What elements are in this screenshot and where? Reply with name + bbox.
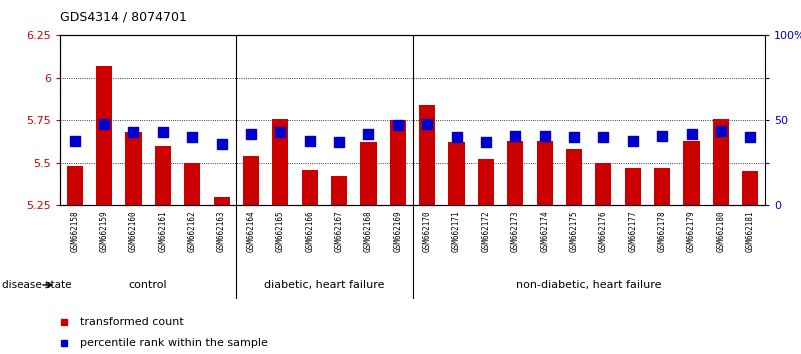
Text: GSM662181: GSM662181	[746, 211, 755, 252]
Bar	[302, 170, 318, 205]
Text: disease state: disease state	[2, 280, 72, 290]
Text: percentile rank within the sample: percentile rank within the sample	[80, 338, 268, 348]
Bar	[184, 163, 200, 205]
Point	[685, 131, 698, 137]
Bar	[537, 141, 553, 205]
Point	[421, 121, 433, 127]
Bar	[683, 141, 699, 205]
Bar	[155, 146, 171, 205]
Point	[509, 133, 521, 138]
Bar	[507, 141, 523, 205]
Bar	[96, 66, 112, 205]
Point	[244, 131, 257, 137]
Bar	[243, 156, 259, 205]
Text: GSM662170: GSM662170	[423, 211, 432, 252]
Point	[156, 130, 169, 135]
Text: GSM662180: GSM662180	[716, 211, 726, 252]
Point	[538, 133, 551, 138]
Text: control: control	[129, 280, 167, 290]
Text: GSM662161: GSM662161	[159, 211, 167, 252]
Point	[215, 141, 228, 147]
Point	[362, 131, 375, 137]
Point	[304, 138, 316, 144]
Point	[714, 128, 727, 133]
Text: GSM662162: GSM662162	[187, 211, 197, 252]
Bar	[713, 119, 729, 205]
Bar	[214, 197, 230, 205]
Text: GSM662168: GSM662168	[364, 211, 373, 252]
Bar	[360, 142, 376, 205]
Bar	[272, 119, 288, 205]
Text: GDS4314 / 8074701: GDS4314 / 8074701	[60, 11, 187, 24]
Text: diabetic, heart failure: diabetic, heart failure	[264, 280, 384, 290]
Point	[186, 135, 199, 140]
Text: GSM662173: GSM662173	[511, 211, 520, 252]
Point	[332, 139, 345, 145]
Point	[480, 139, 493, 145]
Point	[68, 138, 81, 144]
Text: GSM662179: GSM662179	[687, 211, 696, 252]
Text: GSM662177: GSM662177	[628, 211, 638, 252]
Text: GSM662159: GSM662159	[99, 211, 109, 252]
Bar	[331, 176, 347, 205]
Point	[656, 133, 669, 138]
Text: GSM662178: GSM662178	[658, 211, 666, 252]
Bar	[625, 168, 641, 205]
Text: GSM662171: GSM662171	[452, 211, 461, 252]
Bar	[390, 120, 406, 205]
Point	[744, 135, 757, 140]
Bar	[449, 142, 465, 205]
Bar	[743, 171, 759, 205]
Text: GSM662174: GSM662174	[540, 211, 549, 252]
Text: transformed count: transformed count	[80, 317, 184, 327]
Text: GSM662160: GSM662160	[129, 211, 138, 252]
Point	[568, 135, 581, 140]
Point	[450, 135, 463, 140]
Point	[392, 122, 405, 128]
Text: GSM662166: GSM662166	[305, 211, 314, 252]
Text: GSM662175: GSM662175	[570, 211, 578, 252]
Text: GSM662164: GSM662164	[247, 211, 256, 252]
Text: GSM662176: GSM662176	[599, 211, 608, 252]
Bar	[654, 168, 670, 205]
Bar	[595, 163, 611, 205]
Point	[597, 135, 610, 140]
Bar	[419, 105, 435, 205]
Text: GSM662165: GSM662165	[276, 211, 285, 252]
Point	[626, 138, 639, 144]
Text: GSM662158: GSM662158	[70, 211, 79, 252]
Bar	[566, 149, 582, 205]
Text: GSM662167: GSM662167	[335, 211, 344, 252]
Text: non-diabetic, heart failure: non-diabetic, heart failure	[516, 280, 662, 290]
Bar	[126, 132, 142, 205]
Text: GSM662172: GSM662172	[481, 211, 490, 252]
Text: GSM662163: GSM662163	[217, 211, 226, 252]
Point	[98, 121, 111, 127]
Point	[127, 130, 140, 135]
Text: GSM662169: GSM662169	[393, 211, 402, 252]
Bar	[66, 166, 83, 205]
Bar	[478, 159, 494, 205]
Point	[274, 130, 287, 135]
